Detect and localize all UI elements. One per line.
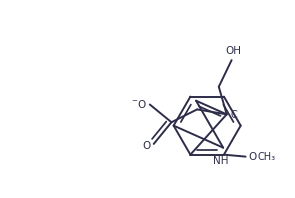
Text: O: O (142, 141, 151, 151)
Text: O: O (249, 152, 257, 162)
Text: OH: OH (226, 46, 242, 56)
Text: $^{-}$O: $^{-}$O (131, 98, 147, 110)
Text: CH₃: CH₃ (258, 152, 276, 162)
Text: C: C (231, 110, 237, 120)
Text: NH: NH (214, 156, 229, 166)
